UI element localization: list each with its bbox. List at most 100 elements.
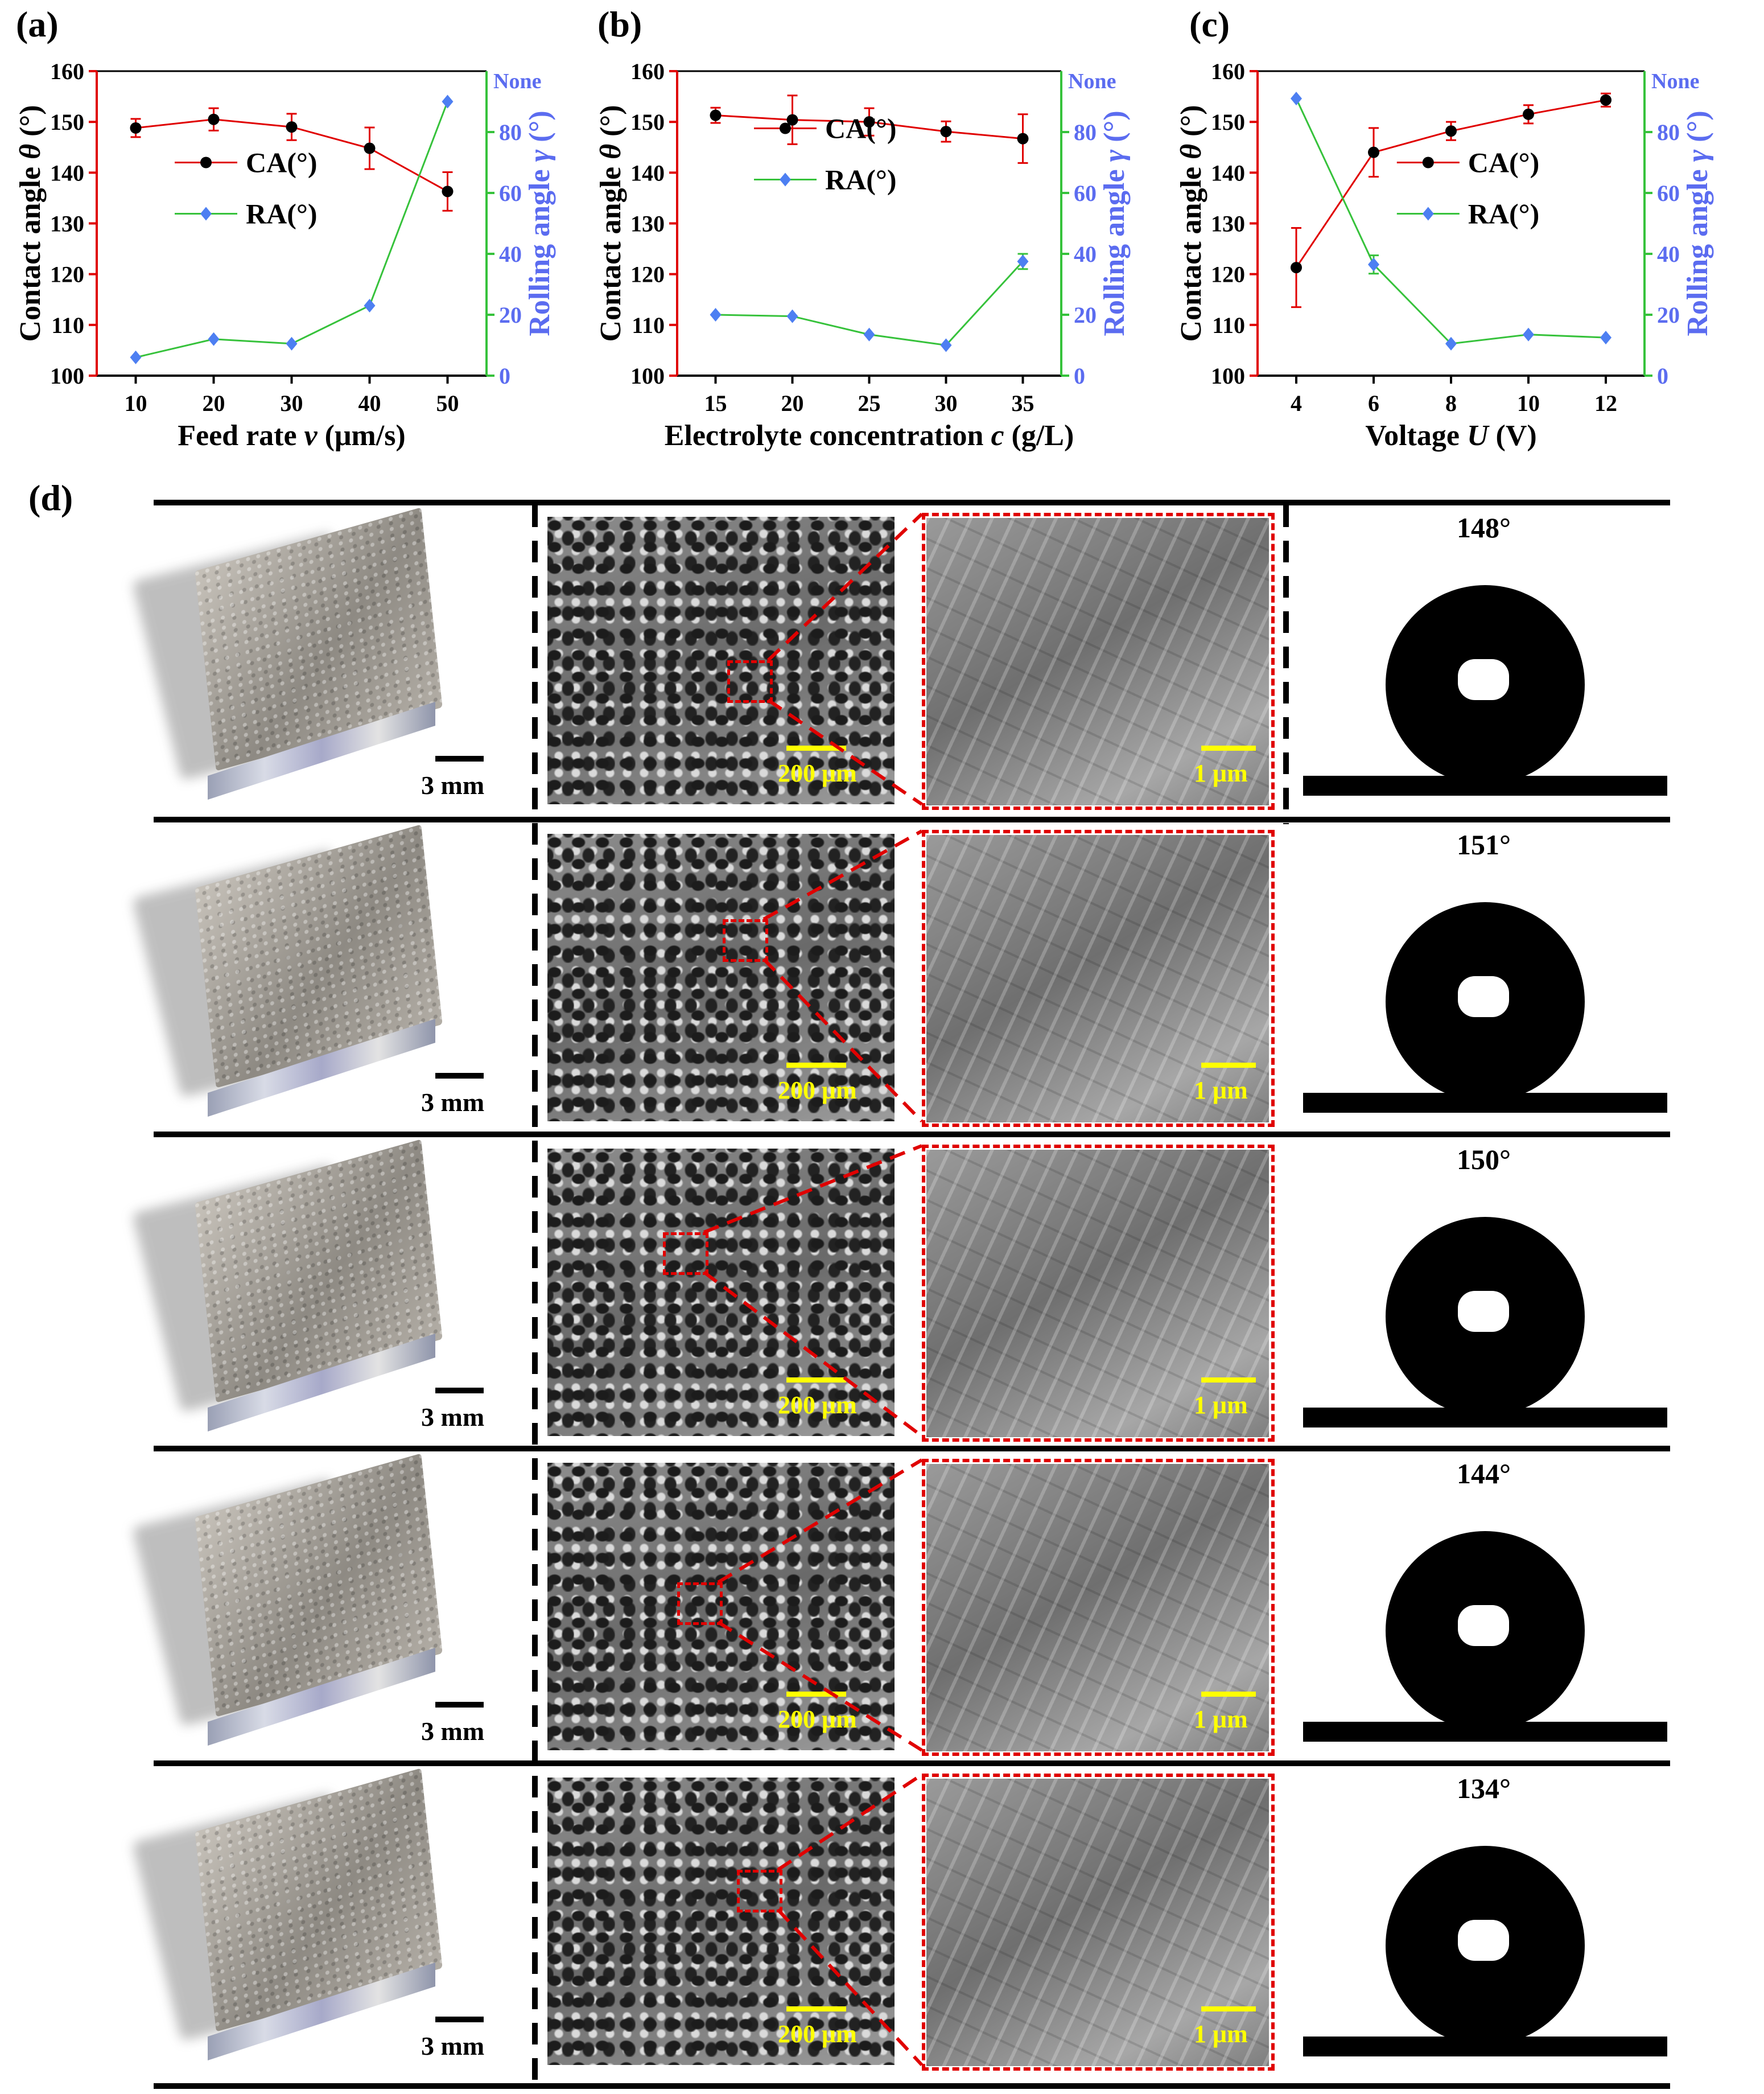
y-left-tick-label: 120 [50, 262, 84, 287]
x-tick-label: 6 [1368, 390, 1379, 416]
sem-high-scale-bar [1201, 2006, 1256, 2011]
droplet-highlight [1458, 976, 1509, 1017]
droplet-image [1303, 1780, 1667, 2065]
substrate [1303, 2037, 1667, 2056]
x-tick-label: 50 [436, 390, 459, 416]
sem-low-scale-bar [786, 1063, 846, 1068]
macro-scale-bar [435, 2017, 484, 2022]
ra-data-point [1017, 254, 1029, 269]
ra-data-point [286, 336, 298, 351]
y-left-tick-label: 100 [630, 363, 665, 389]
right-axis-none-label: None [1068, 69, 1116, 93]
legend-label: RA(°) [246, 198, 318, 230]
y-left-tick-label: 110 [51, 312, 84, 338]
x-tick-label: 10 [1517, 390, 1540, 416]
x-tick-label: 25 [858, 390, 881, 416]
y-left-tick-label: 120 [630, 262, 665, 287]
y-right-tick-label: 40 [1657, 241, 1680, 267]
chart-b: 15 20 25 30 35 100 110 120 130 140 150 160 0 20 40 60 80… [595, 59, 1131, 452]
legend-marker [200, 157, 212, 168]
ca-data-point [442, 186, 454, 198]
contact-angle-label: 134° [1457, 1772, 1511, 1804]
y-left-tick-label: 150 [1211, 109, 1245, 135]
y-left-tick-label: 110 [632, 312, 665, 338]
x-axis-label: Voltage U (V) [1365, 419, 1536, 452]
droplet-highlight [1458, 1605, 1509, 1646]
y-left-tick-label: 100 [50, 363, 84, 389]
y-left-tick-label: 160 [1211, 59, 1245, 84]
y-right-tick-label: 0 [1074, 363, 1085, 389]
ca-data-point [1445, 125, 1457, 137]
zoom-region-box [727, 660, 773, 703]
x-tick-label: 30 [935, 390, 958, 416]
sem-low-scale-bar [786, 2006, 846, 2011]
ra-data-point [442, 94, 454, 109]
y-right-axis-label: Rolling angle γ (°) [1681, 110, 1714, 336]
zoom-frame [922, 1774, 1275, 2071]
y-left-axis-label: Contact angle θ (°) [14, 105, 47, 342]
ca-data-point [286, 121, 298, 133]
legend-label: CA(°) [246, 147, 318, 179]
droplet-highlight [1458, 659, 1509, 700]
x-tick-label: 10 [125, 390, 147, 416]
sample-photo [131, 1453, 518, 1746]
droplet-image [1303, 837, 1667, 1121]
sem-high-scale-bar [1201, 746, 1256, 751]
droplet-silhouette [1303, 902, 1667, 1113]
droplet-silhouette [1303, 1217, 1667, 1427]
panel-label-c: (c) [1189, 4, 1230, 44]
substrate [1303, 1408, 1667, 1427]
sem-high-scale-label: 1 μm [1194, 1705, 1248, 1733]
legend-marker [200, 207, 212, 221]
contact-angle-label: 148° [1457, 512, 1511, 544]
ra-data-point [786, 309, 798, 323]
macro-scale-label: 3 mm [421, 771, 485, 800]
chart-c: 4 6 8 10 12 100 110 120 130 140 150 160 0 20 40 60 80 Non… [1175, 59, 1714, 452]
legend-label: RA(°) [825, 164, 897, 196]
ra-data-point [1445, 336, 1457, 351]
macro-scale-bar [435, 756, 484, 762]
sample-photo [131, 824, 518, 1117]
droplet-highlight [1458, 1291, 1509, 1332]
ra-data-point [1368, 257, 1379, 271]
panel-label-b: (b) [597, 4, 642, 44]
y-left-tick-label: 110 [1212, 312, 1245, 338]
y-right-tick-label: 60 [1657, 180, 1680, 206]
sample-photo [131, 507, 518, 800]
y-left-tick-label: 130 [1211, 211, 1245, 237]
sem-low-scale-bar [786, 1377, 846, 1383]
macro-scale-label: 3 mm [421, 1088, 485, 1117]
substrate [1303, 776, 1667, 796]
substrate [1303, 1722, 1667, 1742]
x-tick-label: 20 [781, 390, 804, 416]
row-divider [154, 1132, 1670, 1137]
y-right-tick-label: 0 [499, 363, 510, 389]
y-right-tick-label: 20 [1074, 302, 1097, 328]
zoom-frame [922, 1145, 1275, 1442]
sem-high-scale-bar [1201, 1063, 1256, 1068]
sem-low-scale-label: 200 μm [778, 1705, 857, 1733]
macro-scale-bar [435, 1388, 484, 1393]
x-tick-label: 4 [1291, 390, 1302, 416]
sem-low-scale-label: 200 μm [778, 1391, 857, 1419]
sem-low-scale-label: 200 μm [778, 2020, 857, 2048]
droplet-image [1303, 1466, 1667, 1750]
sem-high-scale-label: 1 μm [1194, 2020, 1248, 2048]
ca-data-point [1291, 262, 1302, 274]
zoom-region-box [677, 1582, 723, 1625]
sem-low-mag-image: 200 μm [547, 1778, 895, 2065]
legend-marker [780, 122, 791, 134]
sem-high-mag-image: 1 μm [926, 835, 1269, 1122]
y-right-tick-label: 40 [1074, 241, 1097, 267]
column-divider [1283, 505, 1289, 824]
x-tick-label: 35 [1012, 390, 1035, 416]
contact-angle-label: 150° [1457, 1143, 1511, 1175]
y-right-tick-label: 20 [499, 302, 522, 328]
sem-high-mag-image: 1 μm [926, 1464, 1269, 1751]
macro-scale-label: 3 mm [421, 2031, 485, 2060]
y-right-tick-label: 80 [499, 120, 522, 145]
y-right-tick-label: 80 [1657, 120, 1680, 145]
sem-low-scale-bar [786, 1692, 846, 1697]
legend-marker [1422, 207, 1434, 221]
x-tick-label: 20 [203, 390, 225, 416]
